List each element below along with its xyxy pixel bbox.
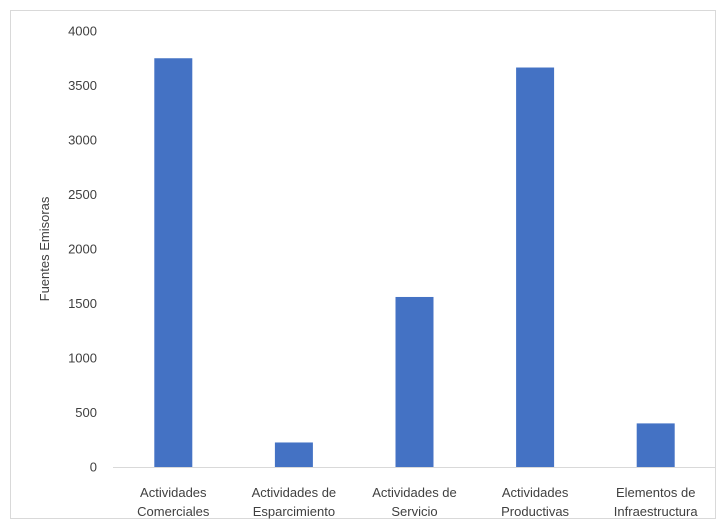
x-axis: Actividades Comerciales Actividades de Espa… (137, 485, 698, 519)
chart-frame (10, 10, 716, 519)
bars (154, 58, 675, 467)
x-category-label: Actividades Productivas (501, 485, 569, 519)
y-tick-label: 0 (90, 460, 97, 475)
x-category-label: Actividades de Esparcimiento (252, 485, 337, 519)
x-category-label: Actividades de Servicio (372, 485, 457, 519)
y-tick-label: 3000 (68, 133, 97, 148)
bar (274, 442, 313, 467)
x-category-label: Actividades Comerciales (137, 485, 210, 519)
x-category-label: Elementos de Infraestructura (614, 485, 699, 519)
y-tick-label: 1000 (68, 351, 97, 366)
y-tick-label: 4000 (68, 24, 97, 39)
y-axis: 0 500 1000 1500 2000 2500 3000 3500 4000 (68, 24, 97, 475)
y-tick-label: 1500 (68, 296, 97, 311)
bar (516, 67, 555, 467)
y-tick-label: 2500 (68, 187, 97, 202)
y-axis-title: Fuentes Emisoras (37, 196, 52, 301)
y-tick-label: 3500 (68, 78, 97, 93)
bar (636, 423, 675, 467)
y-tick-label: 500 (75, 405, 97, 420)
bar (154, 58, 193, 467)
bar (395, 296, 434, 467)
y-tick-label: 2000 (68, 242, 97, 257)
